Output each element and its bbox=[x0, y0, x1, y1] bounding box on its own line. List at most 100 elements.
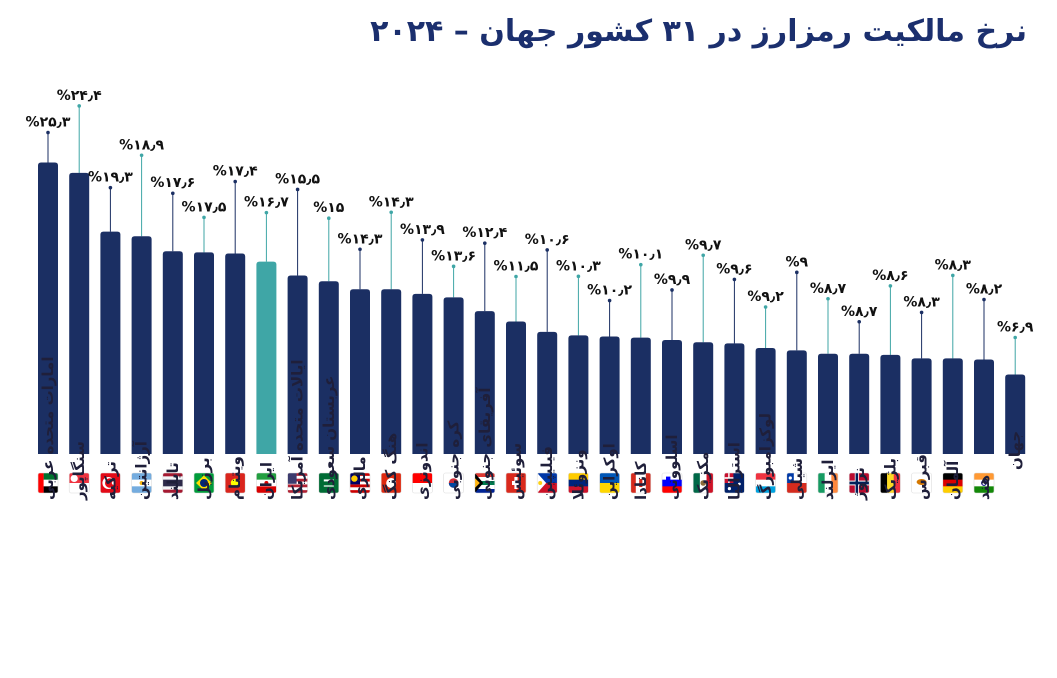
data-label: %۱۲٫۴ bbox=[462, 225, 507, 241]
flag-icon-vn bbox=[224, 472, 246, 494]
bar bbox=[849, 353, 870, 454]
stem-dot bbox=[108, 185, 113, 190]
bar bbox=[443, 297, 464, 454]
category-label: ونزوئلا bbox=[569, 449, 587, 500]
bar bbox=[786, 350, 807, 454]
category-label: آفریقای جنوبی bbox=[476, 387, 494, 500]
flag-icon-sg bbox=[68, 472, 90, 494]
data-label: %۸٫۷ bbox=[810, 281, 847, 297]
category-label: ویتنام bbox=[226, 456, 244, 500]
stem-dot bbox=[670, 288, 674, 292]
data-label: %۹٫۶ bbox=[716, 261, 752, 277]
data-label: %۸٫۳ bbox=[903, 294, 940, 310]
stem-dot bbox=[514, 274, 518, 279]
bar bbox=[974, 359, 994, 454]
flag-icon-mx bbox=[692, 472, 714, 494]
category-label: مکزیک bbox=[694, 452, 712, 500]
stem-dot bbox=[389, 210, 394, 215]
stem-dot bbox=[77, 104, 81, 108]
stem-dot bbox=[545, 248, 549, 252]
category-label: ایالات متحده آمریکا bbox=[289, 359, 307, 500]
flag-icon-cl bbox=[786, 472, 808, 494]
category-label: کره جنوبی bbox=[445, 420, 463, 500]
flags-layer bbox=[37, 472, 995, 494]
data-label: %۱۵٫۵ bbox=[275, 171, 320, 187]
bar bbox=[256, 261, 277, 454]
stem-dot bbox=[233, 179, 237, 184]
data-label: %۱۰٫۶ bbox=[525, 232, 570, 248]
bar bbox=[599, 336, 620, 454]
flag-icon-my bbox=[349, 472, 371, 494]
bar bbox=[942, 358, 963, 454]
stem-dot bbox=[327, 216, 331, 220]
data-label: %۱۹٫۳ bbox=[88, 170, 133, 186]
category-label: استرالیا bbox=[725, 442, 743, 500]
flag-icon-cy bbox=[911, 472, 932, 494]
data-label: %۹٫۲ bbox=[747, 289, 784, 305]
category-label: اوکراین bbox=[601, 443, 619, 500]
category-label: اسلوونی bbox=[663, 434, 681, 500]
category-label: مالزی bbox=[351, 456, 369, 500]
flag-icon-tr bbox=[100, 472, 121, 494]
flag-icon-ph bbox=[536, 472, 558, 494]
data-label: %۱۶٫۷ bbox=[244, 195, 289, 211]
flag-icon-ch bbox=[505, 472, 527, 494]
data-label: %۸٫۳ bbox=[935, 257, 972, 273]
stem-dot bbox=[826, 296, 830, 301]
stem-dot bbox=[732, 277, 737, 282]
flag-icon-ie bbox=[817, 472, 839, 494]
category-label: فیلیپین bbox=[538, 446, 557, 500]
bar bbox=[318, 281, 339, 454]
stem-dot bbox=[951, 273, 955, 278]
flag-icon-in bbox=[973, 472, 995, 494]
bars-layer bbox=[38, 162, 1026, 455]
data-label: %۱۳٫۹ bbox=[400, 222, 445, 238]
flag-icon-ua bbox=[599, 472, 620, 494]
data-label: %۸٫۲ bbox=[966, 282, 1003, 298]
bar bbox=[506, 321, 526, 454]
flag-icon-ar bbox=[131, 472, 152, 494]
category-label: ایران bbox=[257, 462, 275, 500]
data-label: %۸٫۶ bbox=[872, 268, 908, 284]
flag-icon-au bbox=[724, 472, 745, 494]
stem-dot bbox=[139, 153, 144, 158]
flag-icon-no bbox=[848, 472, 870, 494]
category-label: سوئیس bbox=[507, 443, 525, 500]
bar bbox=[911, 358, 932, 454]
flag-icon-br bbox=[193, 472, 215, 494]
bar bbox=[162, 251, 183, 454]
flag-icon-us bbox=[287, 472, 308, 494]
bar bbox=[412, 293, 433, 454]
stem-dot bbox=[888, 284, 893, 288]
flag-icon-ve bbox=[568, 472, 589, 494]
bar bbox=[474, 311, 495, 454]
data-label: %۱۴٫۳ bbox=[338, 231, 383, 247]
flag-icon-sa bbox=[318, 472, 340, 494]
stem-dot bbox=[358, 247, 362, 252]
stem-dot bbox=[576, 274, 581, 279]
category-label: ایرلند bbox=[819, 459, 837, 500]
category-label: کانادا bbox=[632, 461, 650, 500]
flag-icon-hk bbox=[380, 472, 402, 494]
category-label: لوکزامبورگ bbox=[757, 413, 775, 500]
flag-icon-th bbox=[162, 472, 184, 494]
stem-dot bbox=[451, 264, 456, 269]
category-label: آلمان bbox=[944, 460, 962, 500]
bar bbox=[662, 339, 682, 454]
data-label: %۱۷٫۴ bbox=[213, 164, 258, 180]
stems-layer bbox=[46, 104, 1017, 375]
data-label: %۱۰٫۲ bbox=[587, 282, 632, 298]
category-label: شیلی bbox=[788, 458, 806, 500]
stem-dot bbox=[483, 241, 487, 245]
stem-dot bbox=[857, 319, 861, 324]
data-label: %۸٫۷ bbox=[841, 304, 878, 320]
stem-dot bbox=[763, 305, 768, 309]
flag-icon-za bbox=[474, 472, 496, 494]
stem-dot bbox=[919, 310, 924, 315]
data-label: %۹ bbox=[786, 254, 809, 270]
category-label: برزیل bbox=[195, 457, 213, 500]
data-label: %۲۵٫۳ bbox=[26, 115, 71, 131]
data-label: %۱۰٫۳ bbox=[556, 258, 601, 274]
category-label: سنگاپور bbox=[70, 441, 89, 501]
